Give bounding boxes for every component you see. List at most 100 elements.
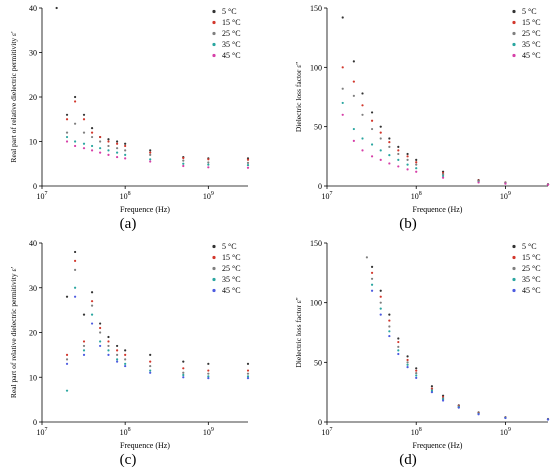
data-point <box>73 268 77 271</box>
legend-marker <box>212 31 216 36</box>
data-point <box>477 181 480 184</box>
y-axis-title: Real part of relative dielectric permiti… <box>9 31 18 163</box>
x-tick-label: 108 <box>120 427 131 437</box>
data-point <box>65 358 69 361</box>
x-tick-label: 109 <box>203 427 214 437</box>
legend-label: 15 °C <box>522 18 541 27</box>
data-point <box>406 355 409 358</box>
data-point <box>370 127 374 131</box>
data-point <box>124 362 127 365</box>
legend-marker <box>212 9 216 14</box>
data-point <box>107 340 110 343</box>
data-point <box>406 155 409 158</box>
data-point <box>149 151 152 154</box>
data-point <box>341 113 344 116</box>
legend-label: 35 °C <box>522 275 541 284</box>
series-2 <box>65 100 250 161</box>
data-point <box>182 162 185 165</box>
data-point <box>107 353 110 356</box>
x-tick-base: 10 <box>120 428 128 437</box>
data-point <box>99 151 102 154</box>
x-tick-exponent: 8 <box>419 191 422 197</box>
data-point <box>124 358 127 361</box>
data-point <box>246 158 250 161</box>
legend-label: 15 °C <box>222 253 241 262</box>
legend-marker <box>512 244 516 249</box>
data-point <box>149 360 152 363</box>
data-point <box>99 140 102 143</box>
data-point <box>149 369 152 372</box>
data-point <box>406 361 409 364</box>
data-point <box>388 154 391 157</box>
data-point <box>246 161 250 164</box>
legend-marker <box>212 255 216 260</box>
data-point <box>65 118 69 121</box>
data-point <box>116 360 119 363</box>
series-1 <box>341 16 550 186</box>
data-point <box>441 174 445 178</box>
data-point <box>73 259 77 262</box>
data-point <box>182 156 185 160</box>
data-point <box>182 376 185 379</box>
data-point <box>246 362 250 365</box>
data-point <box>207 163 210 166</box>
y-tick-label: 40 <box>29 4 37 13</box>
data-point <box>99 340 102 343</box>
legend-label: 25 °C <box>222 264 241 273</box>
x-tick-base: 10 <box>500 192 508 201</box>
data-point <box>65 295 69 298</box>
data-point <box>90 149 94 152</box>
data-point <box>107 149 110 152</box>
y-tick-label: 0 <box>33 182 37 191</box>
data-point <box>379 131 382 134</box>
data-point <box>341 66 344 69</box>
y-tick-label: 50 <box>314 123 322 132</box>
x-tick-exponent: 7 <box>330 427 333 433</box>
data-point <box>430 385 434 388</box>
data-point <box>388 330 391 333</box>
data-point <box>182 373 185 377</box>
series-4 <box>341 101 550 186</box>
data-point <box>99 322 102 325</box>
y-tick-label: 150 <box>310 239 322 248</box>
data-point <box>388 145 391 148</box>
legend-label: 25 °C <box>222 29 241 38</box>
data-point <box>90 313 94 316</box>
data-point <box>361 92 364 95</box>
data-point <box>90 304 94 307</box>
data-point <box>99 135 102 139</box>
data-point <box>90 135 94 139</box>
y-tick-label: 50 <box>314 358 322 367</box>
data-point <box>116 142 119 145</box>
data-point <box>379 289 382 292</box>
legend-label: 5 °C <box>522 7 537 16</box>
data-point <box>397 158 400 161</box>
data-point <box>149 153 152 156</box>
x-tick-base: 10 <box>322 428 330 437</box>
data-point <box>124 149 127 152</box>
series-3 <box>65 122 250 164</box>
series-5 <box>65 295 250 380</box>
x-tick-label: 108 <box>411 191 422 201</box>
data-point <box>90 322 94 325</box>
panel-label-d: (d) <box>399 452 417 468</box>
legend-marker <box>512 277 516 282</box>
y-tick-label: 0 <box>33 418 37 427</box>
legend-marker <box>512 42 516 47</box>
data-point <box>116 140 119 143</box>
data-point <box>370 283 374 286</box>
data-point <box>182 164 185 168</box>
data-point <box>441 173 445 176</box>
data-point <box>504 416 507 420</box>
data-point <box>406 366 409 369</box>
data-point <box>107 138 110 141</box>
data-point <box>397 152 400 156</box>
data-point <box>441 399 445 402</box>
data-point <box>361 149 364 152</box>
x-axis-title: Frequence (Hz) <box>413 205 463 214</box>
legend-marker <box>512 266 516 271</box>
data-point <box>379 301 382 304</box>
